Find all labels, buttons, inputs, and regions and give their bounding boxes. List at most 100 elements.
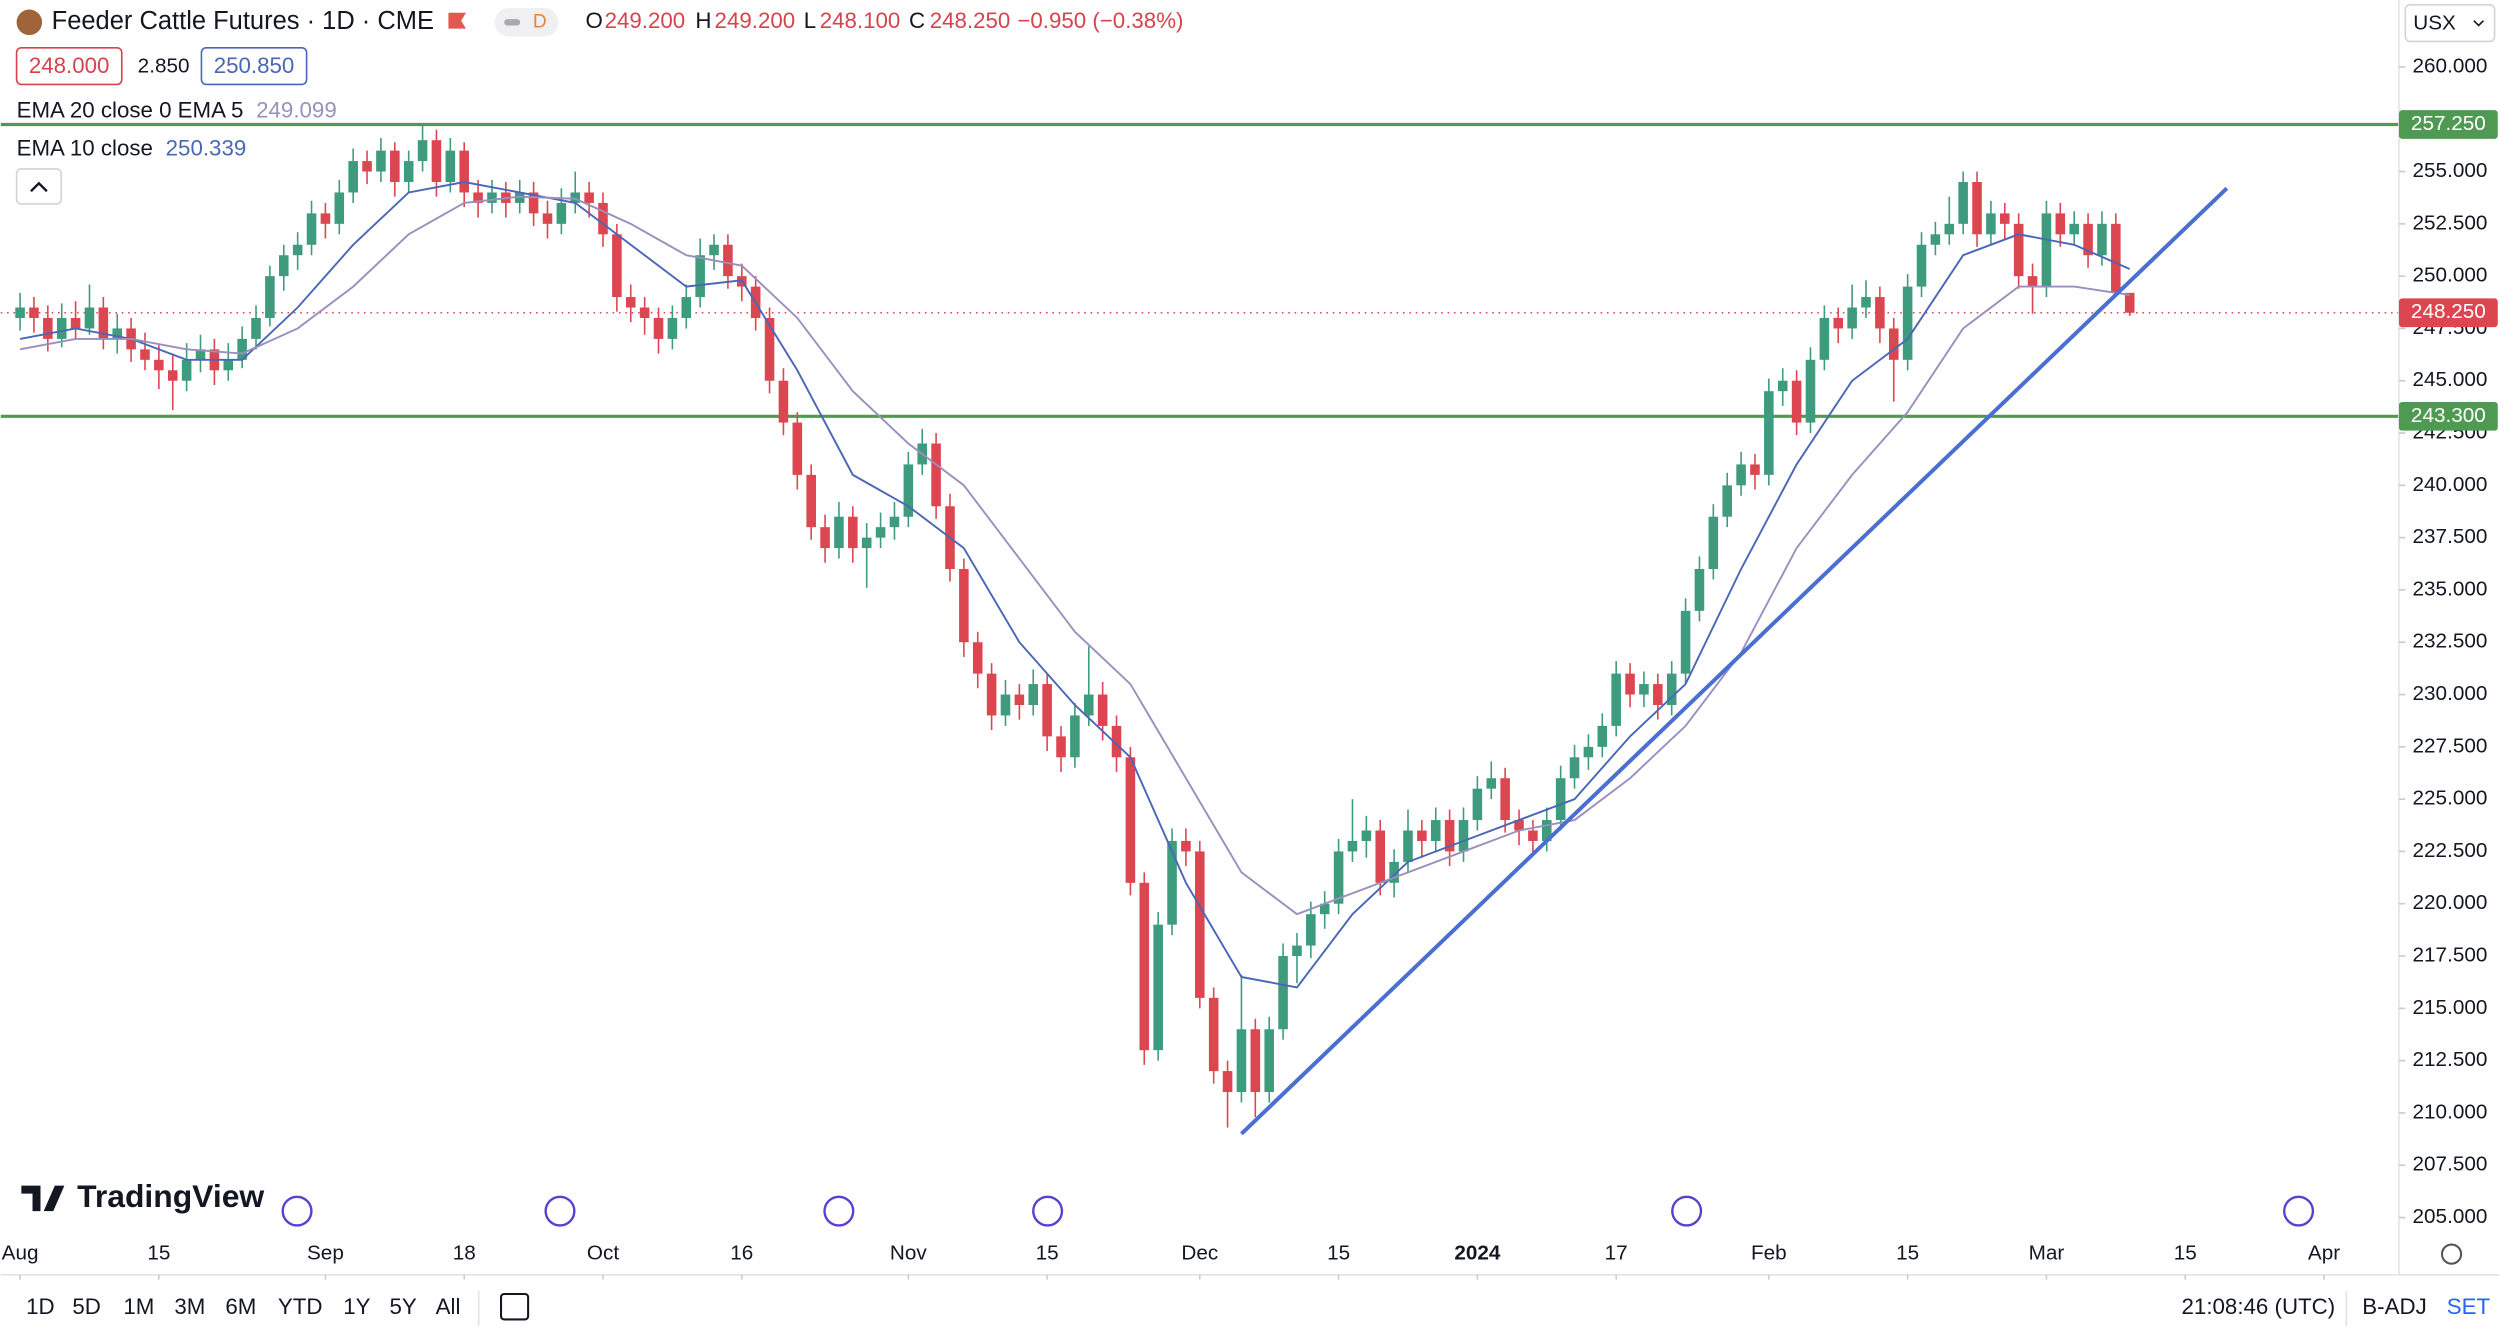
ohlc-key: H: [695, 8, 711, 33]
settings-toggle[interactable]: SET: [2447, 1294, 2491, 1319]
x-tick-label: 15: [1036, 1242, 1059, 1265]
candle-body: [1083, 694, 1094, 716]
candle-body: [320, 213, 331, 224]
ask-box[interactable]: [200, 47, 308, 86]
x-tick-label: Feb: [1751, 1242, 1787, 1265]
candle-body: [265, 276, 275, 318]
legend-name: EMA 10 close: [17, 136, 153, 161]
candle-body: [306, 213, 317, 245]
dropdown-caret: [2473, 20, 2484, 27]
adjust-toggle[interactable]: B-ADJ: [2362, 1294, 2426, 1319]
candle-body: [1056, 736, 1066, 758]
settings-gear[interactable]: [2440, 1243, 2463, 1265]
y-tick-label: 235.000: [2413, 577, 2488, 600]
candle-body: [903, 464, 914, 517]
candle-body: [473, 192, 483, 203]
brand-logo: [21, 1185, 65, 1212]
candle-body: [1444, 820, 1455, 852]
bid: 248.000: [29, 53, 110, 78]
y-tick-label: 220.000: [2413, 891, 2488, 914]
event-icon[interactable]: [1032, 1195, 1064, 1227]
range-button[interactable]: 1D: [26, 1294, 55, 1319]
candle-body: [1680, 610, 1691, 674]
y-tick-label: 250.000: [2413, 264, 2488, 287]
x-tick-label: Nov: [890, 1242, 927, 1265]
candle-body: [431, 140, 442, 183]
candle-body: [778, 380, 789, 423]
y-tick-label: 225.000: [2413, 787, 2488, 810]
candle-body: [1195, 851, 1205, 998]
candle-body: [1736, 464, 1746, 486]
event-icon[interactable]: [281, 1195, 313, 1227]
candle-body: [15, 307, 25, 318]
candle-body: [2013, 223, 2024, 277]
ohlc-key: L: [804, 8, 816, 33]
y-tick-label: 210.000: [2413, 1100, 2488, 1123]
candle-body: [598, 202, 608, 235]
candle-body: [931, 443, 941, 507]
currency-dropdown[interactable]: [2404, 3, 2496, 43]
candle-body: [792, 422, 803, 475]
candle-body: [1569, 757, 1580, 779]
event-icon[interactable]: [544, 1195, 576, 1227]
x-tick-label: Dec: [1181, 1242, 1218, 1265]
ohlc-value: 249.200: [715, 8, 796, 33]
y-tick-label: 232.500: [2413, 630, 2488, 653]
candle-body: [181, 359, 192, 381]
calendar-icon[interactable]: [499, 1292, 530, 1321]
range-button[interactable]: 1Y: [343, 1294, 370, 1319]
spread: 2.850: [138, 54, 190, 77]
range-button[interactable]: 1M: [123, 1294, 154, 1319]
y-tick-label: 245.000: [2413, 368, 2488, 391]
event-icon[interactable]: [1671, 1195, 1703, 1227]
candle-body: [2111, 223, 2121, 293]
candle-body: [1764, 391, 1774, 475]
y-tick-label: 255.000: [2413, 159, 2488, 182]
candle-body: [723, 244, 733, 277]
symbol-title[interactable]: Feeder Cattle Futures · 1D · CME: [52, 7, 434, 35]
candle-body: [1930, 234, 1941, 245]
x-tick-label: Apr: [2308, 1242, 2340, 1265]
candle-body: [1875, 297, 1885, 329]
candle-body: [1070, 715, 1080, 758]
chevron-icon: [30, 181, 48, 193]
candle-body: [70, 317, 81, 329]
candle-body: [1486, 778, 1497, 789]
range-button[interactable]: 5D: [72, 1294, 101, 1319]
range-button[interactable]: YTD: [278, 1294, 323, 1319]
candle-body: [1791, 380, 1802, 423]
candle-body: [1139, 882, 1150, 1051]
level-label: 257.250: [2411, 112, 2486, 135]
candle-body: [667, 317, 678, 339]
candle-body: [848, 516, 858, 549]
candle-body: [417, 140, 428, 162]
ohlc-value: 248.250: [930, 8, 1011, 33]
candle-body: [986, 673, 997, 716]
candle-body: [1014, 694, 1025, 705]
candle-body: [292, 244, 303, 256]
candle-body: [542, 213, 553, 224]
event-icon[interactable]: [2283, 1195, 2315, 1227]
candle-body: [1972, 182, 1982, 235]
range-button[interactable]: All: [436, 1294, 461, 1319]
x-tick-label: 2024: [1454, 1242, 1501, 1265]
y-tick-label: 205.000: [2413, 1205, 2488, 1228]
range-button[interactable]: 3M: [174, 1294, 205, 1319]
badge-pill[interactable]: [494, 7, 559, 37]
bid-box[interactable]: [15, 47, 123, 86]
y-tick-label: 207.500: [2413, 1153, 2488, 1176]
candle-body: [1708, 516, 1719, 570]
candle-body: [820, 527, 830, 549]
range-button[interactable]: 5Y: [389, 1294, 416, 1319]
candle-body: [195, 349, 206, 360]
candle-body: [1777, 380, 1788, 392]
ask: 250.850: [214, 53, 295, 78]
collapse-button[interactable]: [15, 168, 62, 205]
candle-body: [1181, 840, 1191, 852]
range-button[interactable]: 6M: [225, 1294, 256, 1319]
flag-icon[interactable]: [448, 12, 466, 29]
candle-body: [403, 161, 414, 183]
event-icon[interactable]: [823, 1195, 855, 1227]
candle-body: [1805, 359, 1816, 423]
